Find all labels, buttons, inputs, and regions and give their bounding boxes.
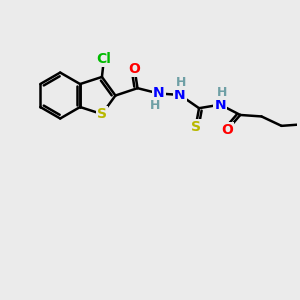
Text: S: S: [97, 107, 107, 121]
Text: O: O: [221, 123, 233, 137]
Text: H: H: [150, 99, 160, 112]
Text: H: H: [176, 76, 187, 89]
Text: Cl: Cl: [96, 52, 111, 66]
Text: O: O: [129, 62, 140, 76]
Text: N: N: [214, 98, 226, 112]
Text: H: H: [217, 86, 227, 99]
Text: N: N: [153, 86, 164, 100]
Text: N: N: [174, 88, 186, 102]
Text: S: S: [190, 120, 200, 134]
